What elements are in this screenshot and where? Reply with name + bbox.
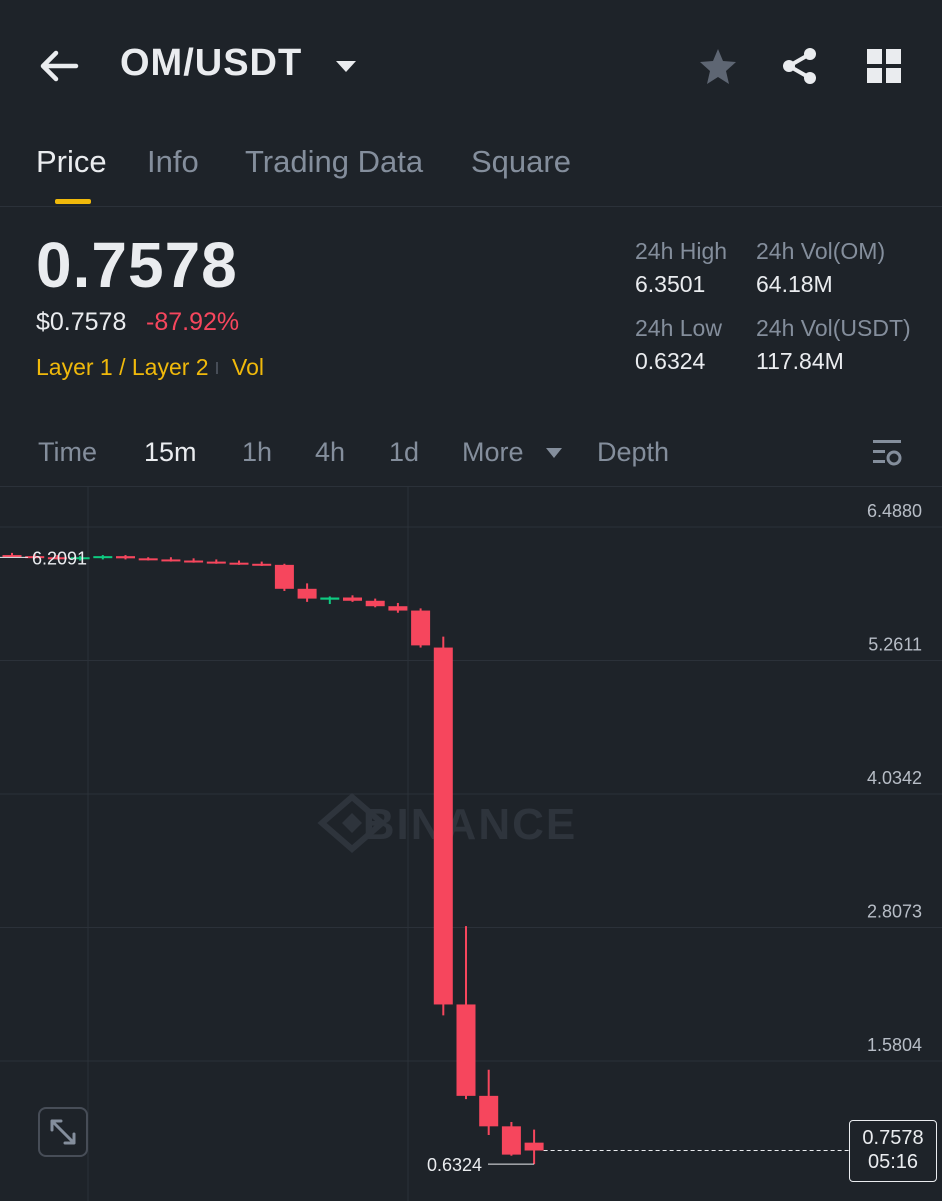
timeframe-4h[interactable]: 4h	[315, 437, 346, 467]
candle-body	[161, 559, 181, 562]
candle-body	[320, 597, 340, 600]
y-tick-label: 1.5804	[867, 1035, 922, 1055]
candle-body	[365, 600, 385, 607]
price-change-percent: -87.92%	[146, 308, 240, 336]
tag-divider	[216, 362, 218, 374]
category-tag[interactable]: Layer 1 / Layer 2	[36, 354, 209, 380]
vol-tag[interactable]: Vol	[232, 354, 264, 380]
vol-base-label: 24h Vol(OM)	[756, 238, 886, 264]
timeframe-1d[interactable]: 1d	[389, 437, 420, 467]
vol-quote-label: 24h Vol(USDT)	[756, 315, 911, 341]
candle-body	[138, 558, 158, 561]
candle-body	[184, 560, 204, 563]
candle-body	[479, 1095, 499, 1127]
tab-trading-data[interactable]: Trading Data	[245, 144, 424, 179]
candle-body	[501, 1126, 521, 1155]
expand-chart-button[interactable]	[38, 1107, 88, 1157]
candle-body	[47, 557, 67, 560]
candle-body	[70, 557, 90, 560]
active-tab-indicator	[55, 199, 91, 204]
y-tick-label: 4.0342	[867, 768, 922, 788]
candle-body	[229, 562, 249, 565]
candle-body	[456, 1004, 476, 1096]
high-marker-label: 6.2091	[32, 548, 87, 568]
candle-body	[116, 556, 135, 559]
candle-body	[206, 561, 226, 564]
chart-canvas: 6.4880 5.2611 4.0342 2.8073 1.5804 BINANCE 6.2…	[0, 487, 942, 1201]
timeframe-15m[interactable]: 15m	[144, 437, 197, 467]
tab-price[interactable]: Price	[36, 144, 107, 179]
candle-body	[411, 610, 431, 646]
timeframe-depth[interactable]: Depth	[597, 437, 670, 467]
high-value: 6.3501	[635, 271, 706, 297]
timeframe-1h[interactable]: 1h	[242, 437, 273, 467]
watermark-logo	[342, 813, 362, 833]
vol-quote-value: 117.84M	[756, 348, 844, 374]
candle-body	[433, 647, 453, 1005]
timeframe-more[interactable]: More	[462, 437, 524, 467]
watermark-text: BINANCE	[363, 800, 577, 849]
tab-bar: Price Info Trading Data Square	[0, 130, 942, 207]
share-icon[interactable]	[780, 46, 820, 86]
candle-body	[252, 563, 272, 566]
vol-base-value: 64.18M	[756, 271, 833, 297]
tab-square[interactable]: Square	[471, 144, 571, 179]
candle-body	[25, 556, 45, 559]
chevron-down-icon[interactable]	[334, 54, 358, 78]
candle-body	[343, 597, 362, 601]
trading-pair-title[interactable]: OM/USDT	[120, 42, 303, 84]
candle-body	[524, 1142, 544, 1151]
candle-countdown: 05:16	[867, 1150, 919, 1173]
grid-icon[interactable]	[864, 46, 904, 86]
candle-body	[274, 564, 294, 589]
current-price-box: 0.7578 05:16	[849, 1119, 937, 1182]
low-value: 0.6324	[635, 348, 706, 374]
y-tick-label: 2.8073	[867, 902, 922, 922]
low-marker-label: 0.6324	[427, 1155, 482, 1175]
candlestick-chart[interactable]: 6.4880 5.2611 4.0342 2.8073 1.5804 BINANCE 6.2…	[0, 486, 942, 1201]
watermark-logo	[317, 793, 387, 853]
y-tick-label: 6.4880	[867, 501, 922, 521]
high-label: 24h High	[635, 238, 728, 264]
star-icon[interactable]	[698, 46, 738, 86]
more-caret-icon[interactable]	[545, 446, 563, 460]
candle-body	[388, 606, 408, 611]
current-price-label: 0.7578	[862, 1126, 924, 1149]
candle-body	[297, 588, 317, 599]
low-label: 24h Low	[635, 315, 722, 341]
chart-settings-icon[interactable]	[870, 436, 904, 470]
expand-icon	[50, 1119, 76, 1145]
last-price: 0.7578	[36, 229, 238, 301]
candle-body	[93, 556, 113, 559]
y-tick-label: 5.2611	[868, 635, 922, 655]
back-arrow-icon[interactable]	[36, 44, 82, 88]
timeframe-time[interactable]: Time	[38, 437, 97, 467]
usd-price: $0.7578	[36, 308, 127, 336]
candle-body	[2, 555, 22, 558]
header: OM/USDT	[0, 0, 942, 130]
tab-info[interactable]: Info	[147, 144, 199, 179]
